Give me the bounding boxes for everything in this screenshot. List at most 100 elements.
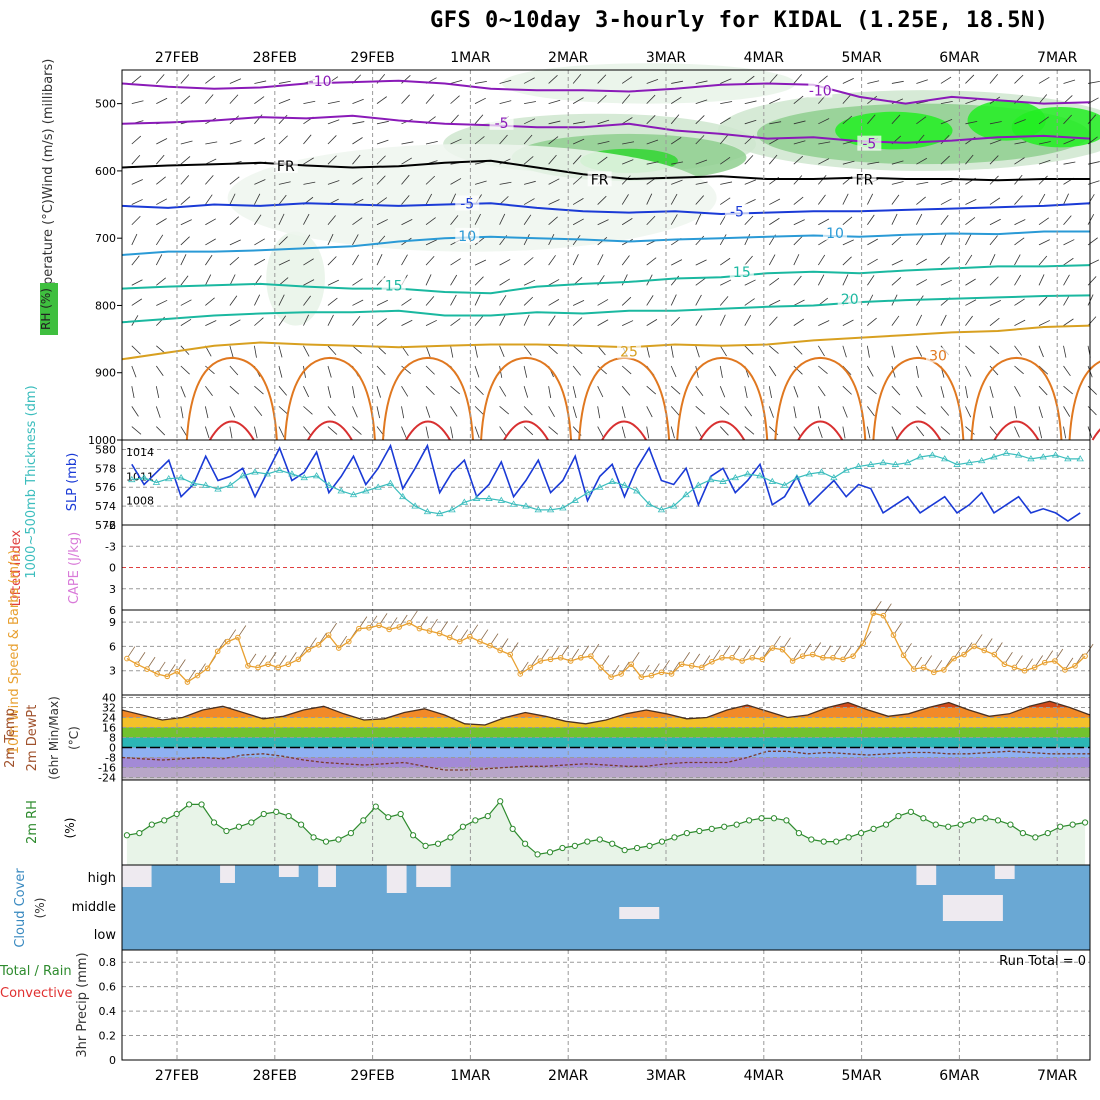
wind-barb bbox=[695, 235, 705, 246]
y-tick-label-right: 1008 bbox=[126, 495, 154, 508]
cloud-level-label: low bbox=[94, 928, 117, 943]
wind-barb bbox=[744, 345, 754, 355]
wind-barb bbox=[891, 259, 903, 266]
wind-barb bbox=[401, 195, 410, 205]
wind-barb bbox=[229, 140, 242, 145]
contour-label-bg bbox=[455, 195, 480, 211]
wind-barb bbox=[695, 426, 702, 438]
wind-barb bbox=[916, 426, 925, 437]
wind-barb bbox=[401, 174, 410, 185]
wind-barb bbox=[376, 120, 389, 125]
temp-band bbox=[122, 717, 1090, 728]
wind-barb bbox=[229, 365, 239, 376]
y-tick-label: 0.8 bbox=[99, 956, 117, 969]
axis-unit: (%) bbox=[33, 898, 47, 919]
wind-barb bbox=[156, 138, 168, 145]
wind-barb bbox=[278, 135, 288, 145]
contour-label: 30 bbox=[929, 349, 947, 365]
cloud-level-label: high bbox=[88, 871, 116, 886]
wind-barb bbox=[499, 295, 507, 306]
wind-barb bbox=[131, 179, 143, 185]
wind-barb bbox=[401, 319, 413, 326]
wind-barb bbox=[474, 276, 484, 286]
wind-barb bbox=[425, 239, 438, 246]
wind-barb bbox=[1038, 365, 1049, 375]
wind-barb bbox=[1014, 406, 1017, 419]
wind-barb bbox=[744, 233, 751, 246]
wind-barb bbox=[989, 197, 1001, 205]
wind-barb bbox=[1063, 79, 1076, 84]
wind-barb bbox=[155, 406, 161, 418]
x-tick-label-bottom: 29FEB bbox=[350, 1068, 394, 1084]
wind-barb bbox=[499, 345, 505, 358]
rh-point bbox=[982, 815, 989, 822]
y-tick-label: 0.6 bbox=[99, 981, 117, 994]
wind-barb bbox=[940, 198, 952, 205]
wind-barb bbox=[401, 94, 410, 104]
temp-band bbox=[122, 707, 1090, 718]
wind-barb bbox=[352, 316, 361, 326]
rh-point bbox=[746, 817, 753, 824]
wind-barb bbox=[499, 196, 509, 205]
wind-barb bbox=[744, 386, 748, 399]
hot-contour bbox=[993, 420, 1040, 441]
wind-barb bbox=[327, 365, 332, 378]
wind-barb bbox=[327, 233, 334, 246]
wind-barb bbox=[891, 426, 898, 438]
wind-barb bbox=[499, 278, 511, 286]
wind-barb bbox=[670, 137, 682, 145]
thickness-marker bbox=[251, 468, 259, 475]
wind-barb bbox=[352, 98, 364, 105]
wind-barb bbox=[719, 134, 729, 145]
wind-barb bbox=[401, 385, 409, 397]
temp-band bbox=[122, 767, 1090, 778]
wind-barb bbox=[965, 199, 977, 205]
wind-barb bbox=[131, 75, 142, 84]
hot-contour bbox=[1091, 428, 1100, 441]
wind-barb bbox=[352, 154, 361, 165]
wind-barb bbox=[474, 180, 487, 185]
wind-barb bbox=[695, 345, 700, 358]
wind-barb bbox=[891, 114, 901, 125]
wind-barb bbox=[719, 314, 726, 326]
wind-barb bbox=[229, 426, 233, 439]
wind-barb bbox=[989, 218, 1001, 226]
wind-barb bbox=[523, 77, 535, 84]
series-line bbox=[121, 700, 1091, 726]
wind-barb bbox=[891, 181, 904, 185]
y-tick-label: 600 bbox=[95, 165, 116, 178]
wind-barb bbox=[425, 426, 429, 439]
contour-label-bg bbox=[381, 277, 406, 293]
wind-barb bbox=[131, 199, 143, 205]
wind-barb bbox=[327, 406, 336, 416]
wind-barb bbox=[180, 156, 191, 165]
wind-barb bbox=[720, 101, 733, 105]
wind-barb bbox=[278, 277, 289, 286]
rh-point bbox=[882, 821, 890, 828]
wind-barb bbox=[597, 119, 610, 125]
rh-point bbox=[1057, 823, 1064, 830]
wind-barb bbox=[131, 345, 141, 355]
wind-barb bbox=[254, 193, 261, 205]
wind-barb bbox=[1014, 157, 1025, 165]
wind-barb bbox=[1063, 239, 1075, 246]
wind-barb bbox=[205, 274, 212, 286]
wind-barb bbox=[965, 299, 977, 306]
wind-barb bbox=[499, 213, 506, 225]
wind-barb bbox=[1038, 76, 1050, 84]
wind-barb bbox=[352, 278, 363, 286]
wind-barb bbox=[1038, 296, 1048, 306]
wind-barb bbox=[597, 386, 604, 398]
wind-barb bbox=[719, 296, 729, 306]
wind-barb bbox=[646, 257, 657, 266]
wind-barb bbox=[744, 255, 753, 266]
wind-barb bbox=[670, 365, 677, 378]
wind-barb bbox=[646, 115, 656, 125]
wind-barb bbox=[278, 181, 291, 185]
isotherm-line bbox=[121, 79, 1091, 105]
y-tick-label-right: 1014 bbox=[126, 446, 154, 459]
y-tick-label: 8 bbox=[109, 732, 116, 745]
contour-label-bg bbox=[273, 157, 298, 173]
thickness-marker bbox=[645, 500, 653, 507]
wind-barb bbox=[621, 218, 633, 226]
